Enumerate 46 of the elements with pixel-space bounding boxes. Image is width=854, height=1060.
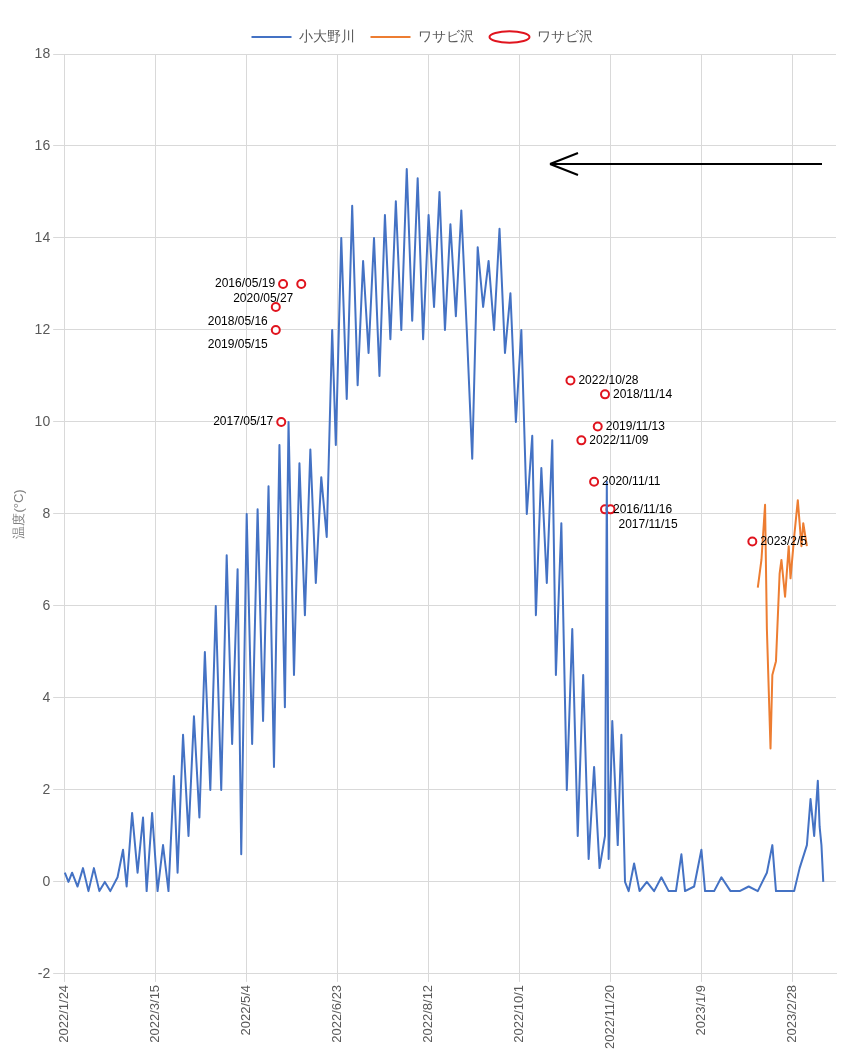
- y-tick-label: 10: [34, 412, 51, 429]
- x-tick-label: 2022/10/1: [511, 984, 527, 1043]
- y-axis-title: 温度(°C): [11, 489, 27, 539]
- annotation: 2018/11/14: [613, 386, 673, 401]
- y-tick-label: 0: [42, 872, 51, 889]
- y-tick-label: 8: [42, 504, 51, 521]
- x-tick-label: 2023/1/9: [692, 984, 708, 1036]
- legend-label: ワサビ沢: [417, 27, 474, 44]
- point: [600, 389, 611, 400]
- annotation: 2019/11/13: [605, 418, 666, 433]
- annotation: 2019/05/15: [207, 337, 269, 352]
- legend-label: ワサビ沢: [536, 27, 593, 44]
- point: [276, 416, 287, 427]
- annotation: 2017/05/17: [213, 414, 274, 429]
- point: [592, 421, 603, 432]
- point: [747, 536, 758, 547]
- point: [296, 278, 307, 289]
- annotation: 2022/10/28: [578, 372, 639, 387]
- y-tick-label: 12: [34, 320, 51, 337]
- annotation: 2020/05/27: [233, 291, 294, 306]
- point: [278, 278, 289, 289]
- point: [565, 375, 576, 386]
- x-tick-label: 2022/6/23: [329, 984, 345, 1043]
- point: [270, 324, 281, 335]
- annotation: 2020/11/11: [602, 474, 661, 489]
- point: [589, 476, 600, 487]
- legend-label: 小大野川: [298, 27, 355, 44]
- x-tick-label: 2022/11/20: [602, 984, 618, 1050]
- y-tick-label: -2: [37, 964, 51, 981]
- annotation: 2017/11/15: [618, 516, 678, 531]
- x-tick-label: 2022/8/12: [420, 984, 436, 1043]
- y-tick-label: 6: [42, 596, 51, 613]
- x-tick-label: 2022/5/4: [238, 984, 254, 1036]
- annotation: 2022/11/09: [589, 432, 649, 447]
- x-tick-label: 2022/1/24: [56, 984, 72, 1043]
- y-tick-label: 16: [34, 136, 51, 153]
- y-tick-label: 4: [42, 688, 51, 705]
- y-tick-label: 18: [34, 44, 51, 61]
- point: [270, 301, 281, 312]
- y-tick-label: 2: [42, 780, 51, 797]
- x-tick-label: 2022/3/15: [147, 984, 163, 1043]
- annotation: 2018/05/16: [207, 314, 269, 329]
- annotation: 2016/05/19: [215, 276, 276, 291]
- y-tick-label: 14: [34, 228, 51, 245]
- x-tick-label: 2023/2/28: [783, 984, 799, 1043]
- point: [576, 435, 587, 446]
